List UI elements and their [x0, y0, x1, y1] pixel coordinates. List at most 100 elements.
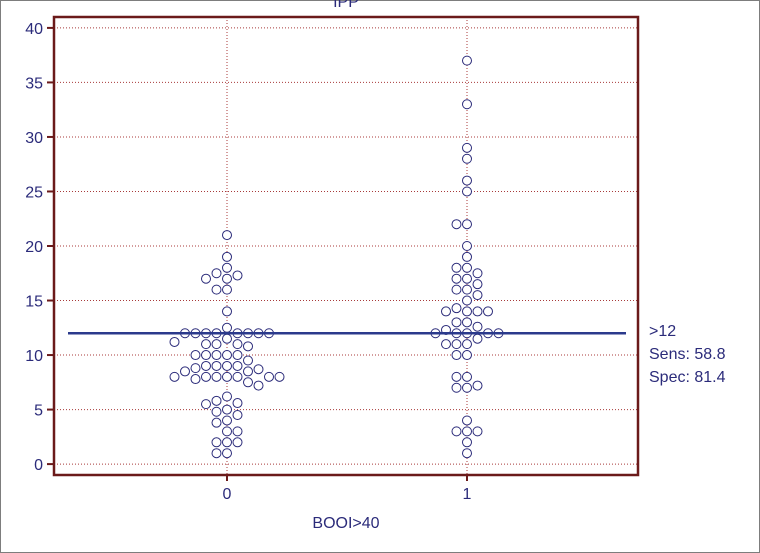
data-point [232, 371, 243, 382]
data-point [462, 219, 472, 230]
data-point [211, 268, 222, 279]
data-point [222, 262, 232, 273]
data-point [201, 360, 211, 371]
y-tick-label: 0 [34, 457, 43, 474]
data-point [462, 339, 472, 350]
data-point [462, 273, 472, 284]
data-point [483, 306, 493, 317]
data-point [232, 360, 243, 371]
data-point [451, 273, 462, 284]
data-point [201, 399, 211, 410]
data-point [451, 219, 462, 230]
data-point [462, 55, 472, 66]
data-point [232, 270, 243, 281]
data-point [190, 374, 201, 385]
data-point [451, 339, 462, 350]
data-point [243, 377, 253, 388]
data-point [222, 404, 232, 415]
data-point [462, 382, 472, 393]
data-point [472, 279, 483, 290]
data-point [472, 306, 483, 317]
y-tick-label: 15 [25, 294, 43, 311]
data-point [462, 175, 472, 186]
data-point [462, 371, 472, 382]
data-point [451, 382, 462, 393]
data-point [169, 336, 180, 347]
data-point [451, 350, 462, 361]
data-point [211, 350, 222, 361]
data-point [232, 339, 243, 350]
x-tick-label: 0 [223, 486, 232, 503]
y-tick-label: 35 [25, 75, 43, 92]
data-point [222, 426, 232, 437]
data-point [201, 371, 211, 382]
data-point [462, 317, 472, 328]
grid [54, 17, 638, 475]
data-point [472, 321, 483, 332]
data-point [222, 230, 232, 241]
data-point [211, 360, 222, 371]
data-point [462, 306, 472, 317]
data-point [462, 241, 472, 251]
data-point [462, 284, 472, 295]
y-tick-label: 20 [25, 239, 43, 256]
data-point [462, 437, 472, 448]
data-point [190, 350, 201, 361]
data-point [201, 273, 211, 284]
data-point [222, 350, 232, 361]
chart-title: IPP [333, 0, 359, 11]
data-point [462, 262, 472, 273]
data-point [169, 371, 180, 382]
data-point [222, 448, 232, 459]
data-point [222, 371, 232, 382]
data-point [472, 380, 483, 391]
data-point [451, 317, 462, 328]
data-point [472, 290, 483, 301]
data-point [451, 371, 462, 382]
data-point [462, 99, 472, 110]
x-tick-label: 1 [463, 486, 472, 503]
data-point [222, 333, 232, 344]
data-point [232, 398, 243, 409]
data-point [243, 341, 253, 352]
y-tick-label: 40 [25, 21, 43, 38]
y-tick-label: 10 [25, 348, 43, 365]
data-points [169, 55, 504, 459]
data-point [451, 284, 462, 295]
data-point [472, 268, 483, 279]
data-point [462, 153, 472, 164]
data-point [462, 251, 472, 262]
data-point [462, 142, 472, 153]
data-point [472, 426, 483, 437]
data-point [211, 284, 222, 295]
data-point [451, 303, 462, 314]
data-point [222, 391, 232, 402]
data-point [211, 417, 222, 428]
data-point [441, 339, 451, 350]
data-point [243, 355, 253, 366]
data-point [232, 437, 243, 448]
data-point [211, 437, 222, 448]
specificity-annotation: Spec: 81.4 [649, 369, 726, 386]
data-point [201, 350, 211, 361]
data-point [211, 448, 222, 459]
data-point [222, 251, 232, 262]
y-tick-label: 25 [25, 184, 43, 201]
data-point [451, 426, 462, 437]
data-point [462, 415, 472, 426]
data-point [462, 448, 472, 459]
data-point [441, 306, 451, 317]
data-point [264, 371, 274, 382]
data-point [232, 426, 243, 437]
data-point [274, 371, 285, 382]
data-point [232, 350, 243, 361]
data-point [253, 380, 264, 391]
data-point [222, 360, 232, 371]
y-tick-label: 5 [34, 403, 43, 420]
data-point [462, 186, 472, 197]
data-point [222, 322, 232, 333]
data-point [462, 295, 472, 306]
data-point [451, 262, 462, 273]
data-point [472, 333, 483, 344]
